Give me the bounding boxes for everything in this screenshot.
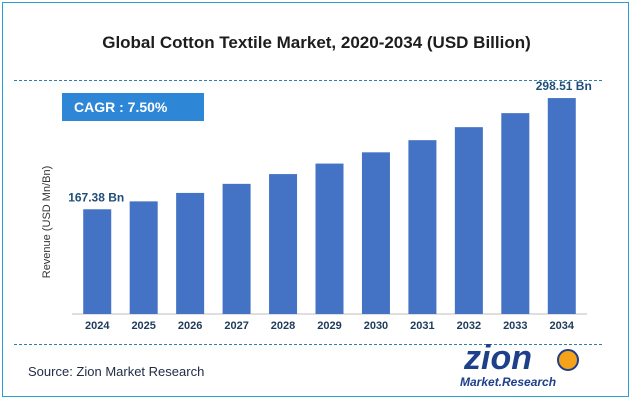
bar-2024: [83, 209, 112, 314]
x-tick-label: 2030: [364, 320, 388, 332]
bar-2031: [408, 140, 437, 314]
x-tick-label: 2034: [550, 320, 575, 332]
bar-2033: [501, 113, 530, 314]
x-tick-label: 2025: [131, 320, 155, 332]
bar-2032: [454, 127, 483, 314]
logo-subtext: Market.Research: [460, 375, 557, 389]
chart-title: Global Cotton Textile Market, 2020-2034 …: [102, 33, 531, 52]
cagr-badge: CAGR : 7.50%: [62, 93, 204, 121]
logo-dot-icon: [557, 349, 579, 371]
logo-wordmark: zion: [464, 339, 532, 377]
x-tick-label: 2033: [503, 320, 527, 332]
bar-2027: [222, 183, 251, 314]
title-divider: [14, 80, 602, 81]
x-tick-label: 2024: [85, 320, 110, 332]
bar-2026: [176, 192, 205, 314]
bar-2034: [547, 98, 576, 314]
x-tick-label: 2031: [410, 320, 434, 332]
bar-2025: [129, 201, 158, 314]
source-note: Source: Zion Market Research: [28, 364, 205, 379]
bar-2029: [315, 163, 344, 314]
x-tick-label: 2029: [317, 320, 341, 332]
x-tick-label: 2028: [271, 320, 295, 332]
data-label: 167.38 Bn: [68, 190, 124, 204]
x-tick-label: 2027: [224, 320, 248, 332]
footer-divider: [14, 344, 602, 345]
x-tick-label: 2032: [457, 320, 481, 332]
zion-logo: zion Market.Research: [458, 339, 584, 392]
data-label: 298.51 Bn: [536, 79, 592, 93]
x-tick-label: 2026: [178, 320, 202, 332]
bar-2028: [269, 174, 298, 314]
bar-2030: [361, 152, 390, 314]
